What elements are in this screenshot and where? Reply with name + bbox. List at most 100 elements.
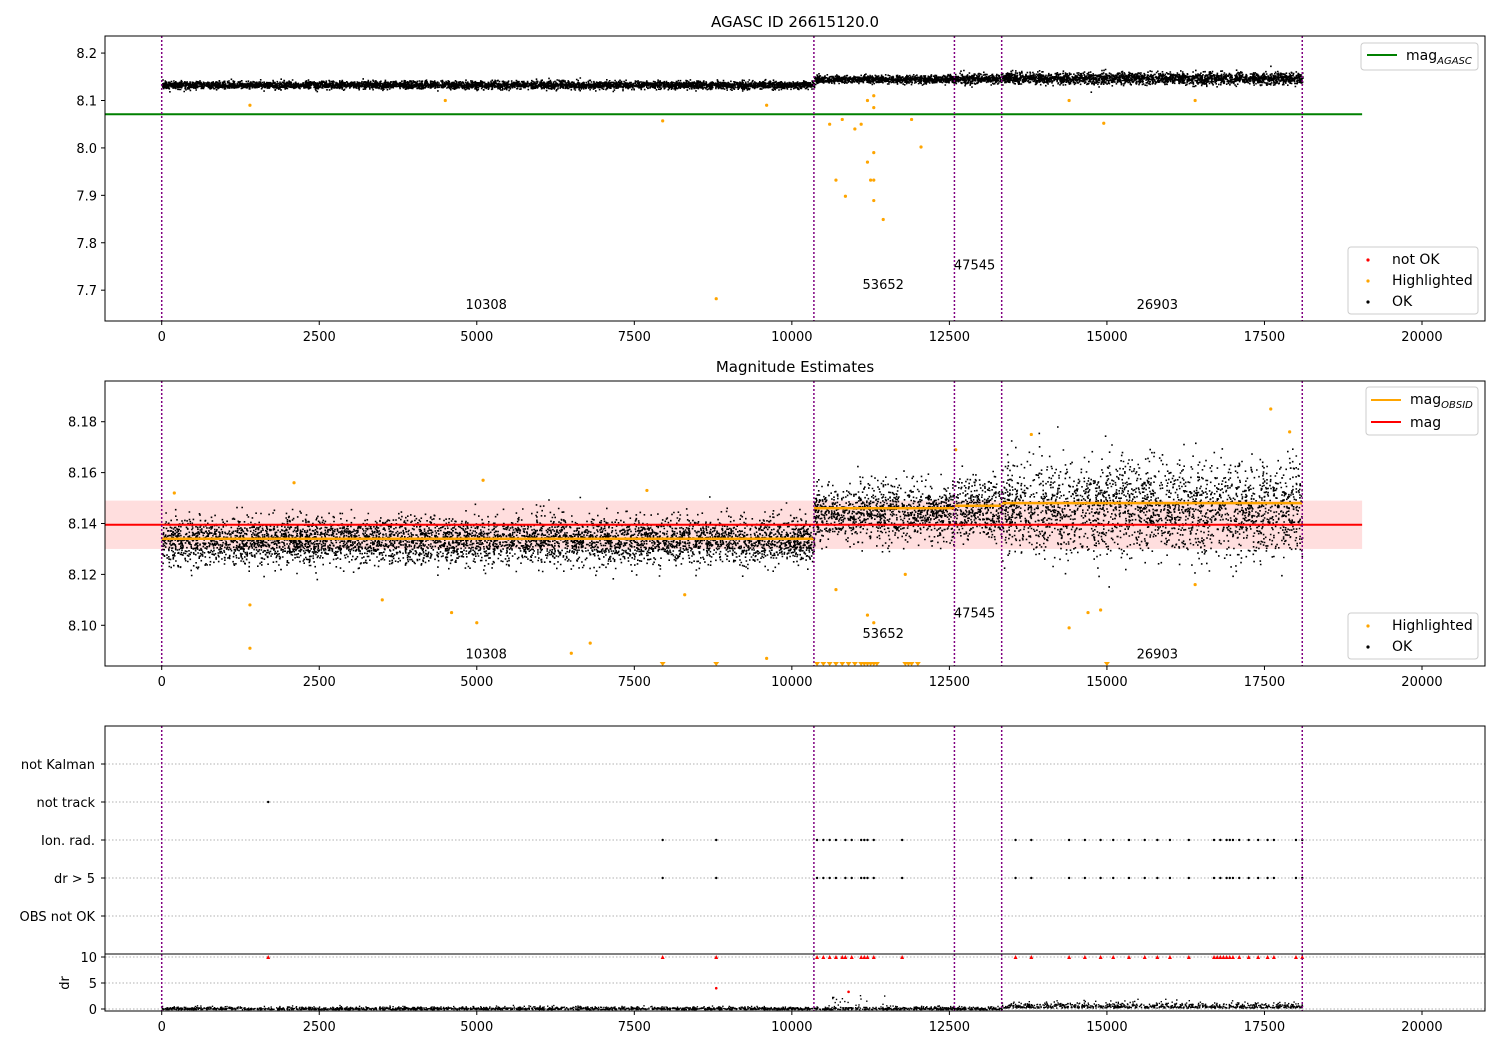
- flag-point: [1256, 876, 1260, 880]
- dr-capped-point: [1142, 955, 1147, 959]
- obsid-label: 47545: [954, 607, 995, 622]
- x-tick-label: 7500: [618, 1020, 651, 1035]
- highlighted-point: [881, 217, 885, 222]
- flag-point: [1168, 876, 1172, 880]
- highlighted-point: [569, 651, 573, 655]
- flag-point: [1272, 876, 1276, 880]
- out-of-range-point: [814, 662, 821, 666]
- highlighted-point: [1193, 98, 1197, 103]
- x-tick-label: 17500: [1244, 1020, 1285, 1035]
- highlighted-point: [828, 122, 832, 126]
- y-tick-label: 8.16: [68, 467, 97, 482]
- highlighted-point: [1067, 626, 1071, 630]
- x-tick-label: 5000: [460, 330, 493, 345]
- dr-capped-point: [833, 955, 838, 959]
- highlighted-point: [865, 98, 870, 103]
- highlighted-point: [661, 119, 665, 123]
- highlighted-point: [475, 621, 479, 625]
- highlighted-point: [248, 646, 252, 650]
- x-tick-label: 7500: [618, 675, 651, 690]
- flag-point: [863, 838, 866, 842]
- flag-point: [715, 838, 718, 842]
- dr-capped-point: [1224, 955, 1229, 959]
- dr-capped-point: [1230, 955, 1235, 959]
- highlighted-point: [869, 178, 873, 182]
- flag-point: [1143, 876, 1146, 880]
- svg-text:magAGASC: magAGASC: [1406, 48, 1472, 67]
- x-tick-label: 12500: [929, 330, 970, 345]
- dr-capped-point: [862, 955, 867, 959]
- x-tick-label: 2500: [303, 675, 336, 690]
- y-tick-label: 7.7: [76, 284, 97, 299]
- flag-label: OBS not OK: [20, 910, 96, 925]
- out-of-range-point: [713, 662, 720, 666]
- obsid-label: 53652: [863, 627, 904, 642]
- flag-point: [859, 876, 863, 880]
- flag-point: [1247, 876, 1250, 880]
- highlighted-point: [765, 103, 769, 107]
- dr-capped-point: [1029, 955, 1034, 959]
- highlighted-point: [872, 621, 876, 625]
- dr-capped-point: [815, 955, 820, 959]
- flag-point: [1228, 838, 1231, 842]
- highlighted-point: [872, 198, 876, 203]
- flag-point: [872, 876, 875, 880]
- flag-point: [1083, 838, 1087, 842]
- x-tick-label: 10000: [771, 1020, 812, 1035]
- legend-mag-obsid-subscript: OBSID: [1441, 400, 1473, 411]
- flag-point: [661, 838, 664, 842]
- dr-capped-point: [1082, 955, 1087, 959]
- dr-tick-label: 10: [80, 951, 97, 966]
- panel2-title: Magnitude Estimates: [716, 358, 874, 376]
- x-tick-label: 5000: [460, 1020, 493, 1035]
- flag-point: [1127, 876, 1131, 880]
- flag-point: [1112, 876, 1115, 880]
- highlighted-point: [843, 194, 848, 198]
- highlighted-point: [1288, 430, 1292, 434]
- x-tick-label: 2500: [303, 330, 336, 345]
- flag-point: [1266, 876, 1269, 880]
- y-tick-label: 8.0: [76, 142, 97, 157]
- highlighted-point: [1067, 98, 1071, 103]
- flag-point: [1067, 876, 1071, 880]
- dr-capped-point: [865, 955, 870, 959]
- flag-point: [1219, 876, 1222, 880]
- x-tick-label: 7500: [618, 330, 651, 345]
- dr-red-point: [714, 986, 718, 990]
- dr-capped-point: [660, 955, 665, 959]
- flag-point: [1187, 876, 1191, 880]
- x-tick-label: 17500: [1244, 330, 1285, 345]
- highlighted-point: [449, 610, 454, 615]
- dr-capped-point: [900, 955, 905, 959]
- x-tick-label: 15000: [1086, 330, 1127, 345]
- panel1-legend-markers: not OK Highlighted OK: [1347, 246, 1479, 315]
- out-of-range-point: [820, 662, 827, 666]
- flag-point: [844, 838, 847, 842]
- flag-point: [834, 838, 838, 842]
- dr-capped-point: [843, 955, 848, 959]
- x-tick-label: 20000: [1401, 675, 1442, 690]
- dr-capped-point: [1271, 955, 1276, 959]
- flag-point: [1030, 838, 1033, 842]
- highlighted-point: [903, 572, 907, 576]
- highlighted-point: [683, 593, 687, 597]
- magnitude-estimates-panel: Magnitude Estimates 10308 53652 47545 26903…: [68, 358, 1486, 690]
- dr-capped-point: [1237, 955, 1242, 959]
- highlighted-point: [1029, 432, 1033, 437]
- y-tick-label: 8.14: [68, 518, 97, 533]
- ok-points-cloud: [813, 73, 956, 86]
- flag-point: [715, 876, 718, 880]
- flag-point: [1156, 838, 1159, 842]
- flag-point: [1247, 838, 1250, 842]
- dr-capped-point: [1293, 955, 1298, 959]
- flag-point: [1014, 876, 1017, 880]
- flag-point: [1294, 876, 1298, 880]
- dr-capped-point: [266, 955, 271, 959]
- highlighted-point: [1269, 407, 1273, 411]
- highlighted-point: [645, 488, 649, 493]
- flag-point: [828, 876, 831, 880]
- flag-point: [1099, 876, 1102, 880]
- legend-ok: OK: [1392, 294, 1413, 310]
- flag-point: [1014, 838, 1017, 842]
- flag-point: [1168, 838, 1172, 842]
